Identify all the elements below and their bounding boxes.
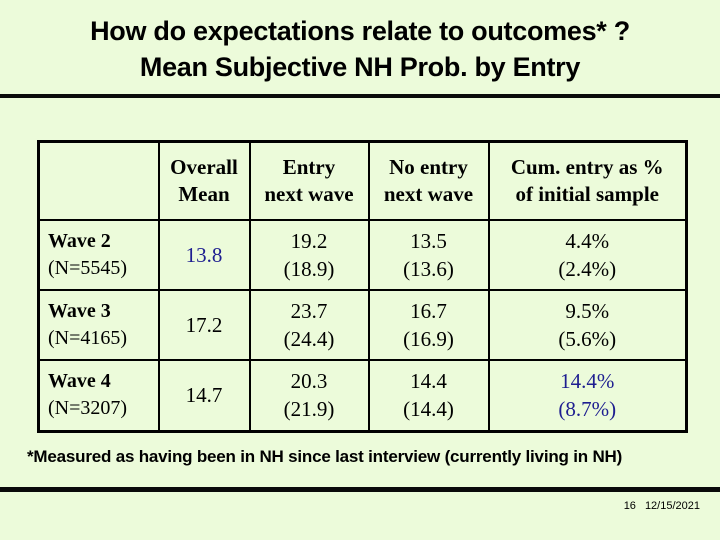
cell-wave2-entry: 19.2 (18.9) bbox=[248, 218, 370, 291]
cell-value: 4.4% bbox=[565, 228, 610, 253]
cell-wave4-cum-entry: 14.4% (8.7%) bbox=[487, 358, 688, 433]
cell-wave3-no-entry: 16.7 (16.9) bbox=[367, 288, 490, 361]
wave-label: Wave 3 bbox=[48, 299, 111, 322]
page-footer: 16 12/15/2021 bbox=[624, 500, 700, 512]
bottom-divider-line bbox=[0, 487, 720, 492]
table-row-wave2: Wave 2 (N=5545) 13.8 19.2 (18.9) 13.5 (1… bbox=[37, 218, 688, 291]
sample-size: (N=3207) bbox=[48, 397, 128, 420]
slide-title-line1: How do expectations relate to outcomes* … bbox=[90, 16, 630, 46]
row-label-wave3: Wave 3 (N=4165) bbox=[37, 288, 160, 361]
cell-value: 14.4 bbox=[410, 369, 447, 394]
page-number: 16 bbox=[623, 500, 636, 512]
cell-wave4-overall-mean: 14.7 bbox=[157, 358, 251, 433]
cell-wave3-entry: 23.7 (24.4) bbox=[248, 288, 370, 361]
header-label: next wave bbox=[264, 181, 354, 206]
cell-value: 19.2 bbox=[290, 228, 328, 253]
cell-value: 13.5 bbox=[410, 228, 447, 253]
sample-size: (N=5545) bbox=[48, 256, 128, 279]
cell-wave3-cum-entry: 9.5% (5.6%) bbox=[487, 288, 688, 361]
header-cell-no-entry-next-wave: No entry next wave bbox=[367, 140, 490, 221]
header-cell-entry-next-wave: Entry next wave bbox=[248, 140, 370, 221]
footnote: *Measured as having been in NH since las… bbox=[27, 447, 623, 466]
header-cell-overall-mean: Overall Mean bbox=[157, 140, 251, 221]
cell-value: 14.4% bbox=[560, 369, 615, 394]
cell-value: 16.7 bbox=[410, 298, 447, 323]
row-label-wave2: Wave 2 (N=5545) bbox=[37, 218, 160, 291]
date: 12/15/2021 bbox=[644, 500, 700, 512]
sample-size: (N=4165) bbox=[48, 326, 128, 349]
header-cell-cum-entry: Cum. entry as % of initial sample bbox=[487, 140, 688, 221]
header-cell-empty bbox=[37, 140, 160, 221]
cell-value: 20.3 bbox=[290, 369, 328, 394]
cell-wave2-no-entry: 13.5 (13.6) bbox=[367, 218, 490, 291]
header-label: Entry bbox=[282, 154, 336, 179]
title-divider-line bbox=[0, 94, 720, 98]
table-row-wave3: Wave 3 (N=4165) 17.2 23.7 (24.4) 16.7 (1… bbox=[37, 288, 688, 361]
cell-wave4-entry: 20.3 (21.9) bbox=[248, 358, 370, 433]
header-label: Mean bbox=[178, 181, 230, 206]
cell-value: 9.5% bbox=[565, 298, 610, 323]
cell-value: 23.7 bbox=[290, 298, 328, 323]
cell-paren: (5.6%) bbox=[558, 326, 617, 351]
cell-wave3-overall-mean: 17.2 bbox=[157, 288, 251, 361]
cell-paren: (21.9) bbox=[283, 397, 335, 422]
header-label: next wave bbox=[383, 181, 474, 206]
cell-wave4-no-entry: 14.4 (14.4) bbox=[367, 358, 490, 433]
cell-paren: (2.4%) bbox=[558, 256, 617, 281]
cell-paren: (18.9) bbox=[283, 256, 335, 281]
data-table: Overall Mean Entry next wave No entry ne… bbox=[37, 140, 688, 433]
slide-title-line2: Mean Subjective NH Prob. by Entry bbox=[139, 52, 581, 82]
header-label: Cum. entry as % bbox=[510, 154, 664, 179]
header-label: No entry bbox=[389, 154, 468, 179]
cell-paren: (14.4) bbox=[403, 397, 454, 422]
table-header-row: Overall Mean Entry next wave No entry ne… bbox=[37, 140, 688, 221]
header-label: of initial sample bbox=[515, 181, 659, 206]
cell-wave2-cum-entry: 4.4% (2.4%) bbox=[487, 218, 688, 291]
slide-title: How do expectations relate to outcomes* … bbox=[0, 13, 720, 85]
header-label: Overall bbox=[170, 154, 238, 179]
cell-paren: (13.6) bbox=[403, 256, 454, 281]
wave-label: Wave 2 bbox=[48, 229, 111, 252]
wave-label: Wave 4 bbox=[48, 370, 111, 393]
cell-paren: (8.7%) bbox=[558, 397, 617, 422]
row-label-wave4: Wave 4 (N=3207) bbox=[37, 358, 160, 433]
cell-paren: (16.9) bbox=[403, 326, 454, 351]
cell-wave2-overall-mean: 13.8 bbox=[157, 218, 251, 291]
table-row-wave4: Wave 4 (N=3207) 14.7 20.3 (21.9) 14.4 (1… bbox=[37, 358, 688, 433]
cell-paren: (24.4) bbox=[283, 326, 335, 351]
